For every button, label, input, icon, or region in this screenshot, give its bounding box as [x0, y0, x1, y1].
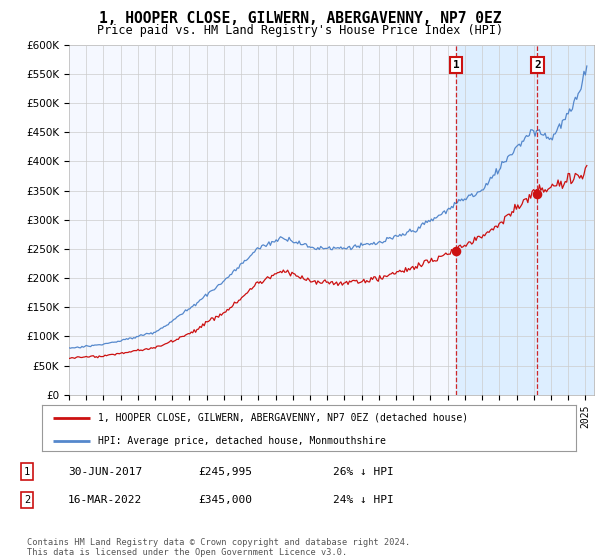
Text: HPI: Average price, detached house, Monmouthshire: HPI: Average price, detached house, Monm…: [98, 436, 386, 446]
Text: 1, HOOPER CLOSE, GILWERN, ABERGAVENNY, NP7 0EZ (detached house): 1, HOOPER CLOSE, GILWERN, ABERGAVENNY, N…: [98, 413, 468, 423]
Text: 30-JUN-2017: 30-JUN-2017: [68, 466, 142, 477]
Text: 1: 1: [453, 60, 460, 70]
Text: 1, HOOPER CLOSE, GILWERN, ABERGAVENNY, NP7 0EZ: 1, HOOPER CLOSE, GILWERN, ABERGAVENNY, N…: [99, 11, 501, 26]
Text: £345,000: £345,000: [198, 495, 252, 505]
Bar: [456, 45, 594, 395]
Point: [533, 189, 542, 198]
Text: 2: 2: [534, 60, 541, 70]
Text: 26% ↓ HPI: 26% ↓ HPI: [333, 466, 394, 477]
Text: 2: 2: [24, 495, 30, 505]
Text: Price paid vs. HM Land Registry's House Price Index (HPI): Price paid vs. HM Land Registry's House …: [97, 24, 503, 36]
Text: 16-MAR-2022: 16-MAR-2022: [68, 495, 142, 505]
Text: Contains HM Land Registry data © Crown copyright and database right 2024.
This d: Contains HM Land Registry data © Crown c…: [27, 538, 410, 557]
Text: 24% ↓ HPI: 24% ↓ HPI: [333, 495, 394, 505]
Text: £245,995: £245,995: [198, 466, 252, 477]
Point: [451, 247, 461, 256]
Text: 1: 1: [24, 466, 30, 477]
